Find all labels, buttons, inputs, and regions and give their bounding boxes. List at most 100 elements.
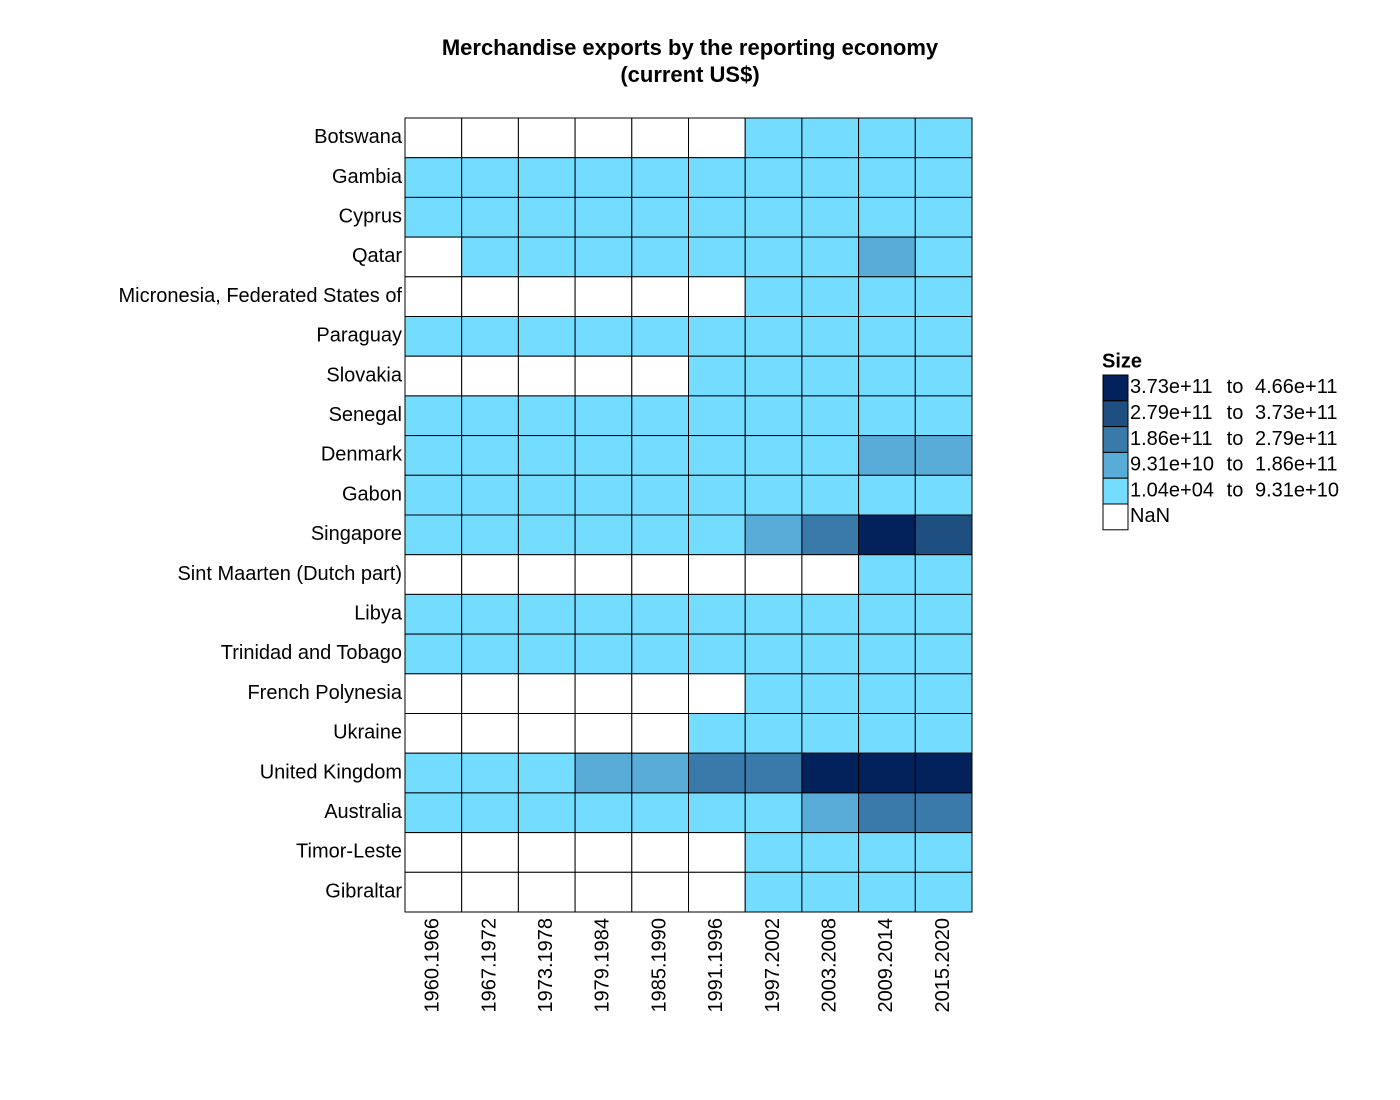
- heatmap-cell: [461, 633, 519, 675]
- x-tick-label: 1997.2002: [762, 918, 784, 1013]
- heatmap-cell: [801, 355, 860, 397]
- heatmap-cell: [631, 752, 689, 794]
- chart-title: Merchandise exports by the reporting eco…: [442, 35, 939, 60]
- heatmap-cell: [914, 752, 973, 794]
- heatmap-cell: [461, 395, 519, 437]
- y-tick-label: Trinidad and Tobago: [221, 642, 402, 664]
- heatmap-cell: [858, 514, 916, 556]
- legend-swatch: [1102, 426, 1129, 453]
- heatmap-cell: [688, 871, 746, 913]
- heatmap-cell: [744, 474, 803, 516]
- heatmap-cell: [744, 554, 803, 595]
- heatmap-cell: [744, 593, 803, 635]
- heatmap-cell: [914, 316, 973, 357]
- heatmap-cell: [517, 316, 576, 357]
- heatmap-cell: [517, 157, 576, 198]
- y-tick-label: Senegal: [329, 404, 402, 426]
- heatmap-cell: [858, 276, 916, 317]
- heatmap-cell: [858, 713, 916, 754]
- x-tick-label: 1985.1990: [648, 918, 670, 1013]
- heatmap-cell: [574, 276, 633, 317]
- heatmap-cell: [801, 792, 860, 834]
- heatmap-cell: [517, 276, 576, 317]
- x-tick-label: 1979.1984: [592, 918, 614, 1013]
- heatmap-cell: [631, 713, 689, 754]
- heatmap-cell: [631, 832, 689, 873]
- heatmap-cell: [574, 752, 633, 794]
- legend-swatch: [1102, 477, 1129, 505]
- heatmap-cell: [404, 236, 463, 278]
- y-tick-label: Timor-Leste: [296, 841, 402, 863]
- y-tick-label: Singapore: [311, 523, 402, 545]
- heatmap-cell: [574, 196, 633, 238]
- heatmap-cell: [688, 435, 746, 476]
- legend-label: 1.86e+11: [1255, 454, 1338, 476]
- heatmap-cell: [574, 593, 633, 635]
- legend-label: 9.31e+10: [1130, 454, 1214, 476]
- heatmap-cell: [517, 832, 576, 873]
- heatmap-cell: [801, 871, 860, 913]
- heatmap-cell: [688, 355, 746, 397]
- heatmap-cell: [858, 832, 916, 873]
- heatmap-cell: [858, 554, 916, 595]
- y-tick-label: Cyprus: [339, 206, 402, 228]
- heatmap-cell: [461, 316, 519, 357]
- x-tick-label: 1967.1972: [478, 918, 500, 1013]
- heatmap-cell: [404, 713, 463, 754]
- heatmap-cell: [914, 713, 973, 754]
- heatmap-cell: [914, 514, 973, 556]
- heatmap-cell: [801, 713, 860, 754]
- heatmap-cell: [801, 832, 860, 873]
- heatmap-cell: [461, 792, 519, 834]
- heatmap-cell: [574, 673, 633, 714]
- heatmap-cell: [688, 713, 746, 754]
- x-tick-label: 2003.2008: [819, 918, 841, 1013]
- heatmap-cell: [631, 633, 689, 675]
- heatmap-cell: [631, 355, 689, 397]
- heatmap-cell: [631, 474, 689, 516]
- heatmap-cell: [631, 673, 689, 714]
- x-tick-label: 1973.1978: [535, 918, 557, 1013]
- heatmap-cell: [631, 871, 689, 913]
- heatmap-cell: [914, 276, 973, 317]
- x-tick-label: 2009.2014: [875, 918, 897, 1013]
- y-tick-label: Australia: [324, 801, 403, 823]
- heatmap-cell: [858, 673, 916, 714]
- heatmap-cell: [631, 157, 689, 198]
- heatmap-cell: [688, 554, 746, 595]
- heatmap-cell: [404, 395, 463, 437]
- heatmap-cell: [744, 633, 803, 675]
- heatmap-cell: [404, 435, 463, 476]
- heatmap-cell: [461, 871, 519, 913]
- heatmap-cell: [517, 514, 576, 556]
- heatmap-cell: [914, 832, 973, 873]
- y-tick-label: Gabon: [342, 483, 402, 505]
- heatmap-cell: [461, 276, 519, 317]
- heatmap-cell: [688, 157, 746, 198]
- heatmap-cell: [404, 276, 463, 317]
- heatmap-cell: [404, 554, 463, 595]
- heatmap-cell: [404, 316, 463, 357]
- legend-label: 1.04e+04: [1130, 479, 1214, 501]
- y-tick-label: Libya: [354, 603, 403, 625]
- y-tick-label: Slovakia: [326, 364, 402, 386]
- heatmap-cell: [914, 633, 973, 675]
- legend-label: to: [1227, 454, 1244, 476]
- heatmap-cell: [574, 395, 633, 437]
- heatmap-cell: [517, 236, 576, 278]
- heatmap-cell: [574, 832, 633, 873]
- legend-swatch: [1102, 503, 1129, 531]
- legend-label: to: [1227, 479, 1244, 501]
- legend-swatch: [1102, 374, 1129, 402]
- heatmap-cell: [574, 236, 633, 278]
- heatmap-cell: [744, 752, 803, 794]
- heatmap-cell: [801, 593, 860, 635]
- heatmap-cell: [461, 157, 519, 198]
- heatmap-cell: [688, 117, 746, 159]
- x-tick-label: 1991.1996: [705, 918, 727, 1013]
- y-tick-label: Gambia: [332, 166, 403, 188]
- heatmap-cell: [688, 633, 746, 675]
- y-tick-label: Paraguay: [316, 325, 402, 347]
- heatmap-cell: [517, 871, 576, 913]
- heatmap-cell: [801, 196, 860, 238]
